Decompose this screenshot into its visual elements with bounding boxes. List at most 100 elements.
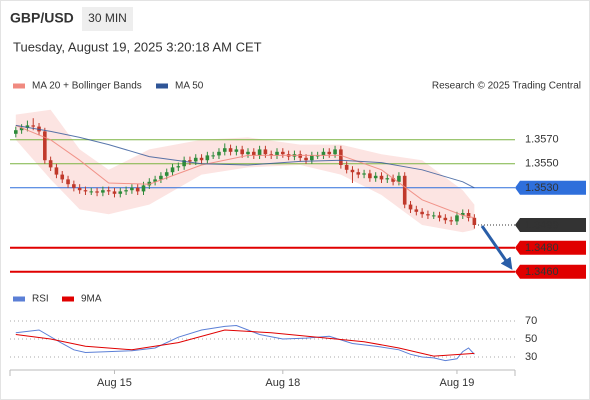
candle-body: [19, 127, 24, 131]
candle-body: [275, 151, 279, 156]
legend-label: MA 50: [175, 81, 204, 92]
legend-swatch: [62, 296, 74, 302]
candle-body: [472, 217, 477, 225]
candle-body: [48, 160, 53, 168]
candle-body: [397, 175, 401, 182]
candle-body: [368, 173, 372, 179]
candle-body: [263, 149, 268, 155]
candle-body: [170, 167, 175, 173]
candle-body: [43, 131, 47, 161]
candle-body: [298, 154, 303, 158]
credit: Research © 2025 Trading Central: [432, 81, 581, 92]
level-label: 1.3550: [525, 158, 559, 170]
candle-body: [217, 151, 221, 156]
candle-body: [199, 157, 204, 161]
level-box: [515, 240, 586, 255]
candle-body: [379, 175, 384, 180]
plot: Research © 2025 Trading Central 1.3570 1.3…: [9, 81, 586, 389]
candle-body: [234, 149, 239, 152]
candle-body: [339, 149, 343, 165]
legend-swatch: [13, 83, 25, 89]
candle-body: [211, 155, 215, 157]
candle-body: [333, 149, 337, 155]
candle-body: [205, 155, 210, 161]
candle-body: [281, 151, 285, 155]
candle-body: [362, 173, 366, 175]
candle-body: [66, 179, 70, 185]
candle-body: [426, 214, 430, 216]
legend-label: 9MA: [81, 294, 102, 305]
legend-swatch: [156, 83, 168, 89]
level-box: [515, 264, 586, 279]
legend-swatch: [13, 296, 25, 302]
candle-body: [147, 181, 152, 186]
candle-body: [176, 166, 181, 168]
candle-body: [159, 175, 163, 180]
candle-body: [344, 165, 349, 170]
level-label: 1.3570: [525, 134, 559, 146]
candle-body: [304, 157, 308, 161]
ma-line: [15, 124, 475, 189]
candle-body: [31, 125, 36, 127]
y-tick-label: 70: [525, 315, 537, 327]
timeframe: 30 MIN: [88, 11, 127, 25]
candle-body: [54, 167, 59, 175]
x-tick-label: Aug 18: [265, 377, 300, 389]
candle-body: [193, 157, 198, 162]
candle-body: [449, 220, 453, 222]
level-box: [515, 180, 586, 195]
candle-body: [222, 148, 227, 152]
candle-body: [257, 149, 262, 156]
candle-body: [141, 185, 146, 192]
candle-body: [153, 179, 157, 182]
candle-body: [77, 187, 82, 191]
candle-body: [14, 130, 18, 134]
candle-body: [414, 209, 419, 212]
candle-body: [164, 172, 169, 176]
candle-body: [124, 190, 128, 192]
candle-body: [112, 191, 117, 194]
candle-body: [95, 191, 99, 193]
candle-body: [188, 160, 192, 162]
candle-body: [251, 151, 256, 156]
indicator-line: [15, 324, 475, 362]
level-label: 1.3499: [525, 219, 559, 231]
candle-body: [246, 151, 250, 155]
ma-line: [15, 124, 475, 219]
candle-body: [89, 191, 94, 193]
candle-body: [350, 169, 355, 173]
candle-body: [106, 190, 111, 192]
legend-label: MA 20 + Bollinger Bands: [32, 81, 142, 92]
candle-body: [25, 125, 30, 128]
candle-body: [437, 215, 442, 218]
candle-body: [228, 148, 233, 152]
candle-body: [118, 191, 123, 194]
bollinger-band: [15, 109, 475, 233]
level-label: 1.3530: [525, 182, 559, 194]
candle-body: [373, 175, 378, 179]
candle-body: [408, 204, 413, 210]
forecast-arrow: [480, 225, 513, 270]
legend-label: RSI: [32, 294, 49, 305]
candle-body: [135, 187, 140, 192]
level-label: 1.3460: [525, 266, 559, 278]
y-tick-label: 30: [525, 351, 537, 363]
symbol: GBP/USD: [10, 10, 74, 26]
candle-body: [443, 217, 448, 221]
x-tick-label: Aug 15: [97, 377, 132, 389]
candle-body: [83, 190, 88, 192]
candle-body: [101, 190, 105, 193]
candle-body: [431, 215, 436, 217]
candle-body: [356, 172, 361, 175]
candle-body: [269, 154, 274, 156]
candle-body: [466, 213, 471, 218]
x-tick-label: Aug 19: [440, 377, 475, 389]
timeframe-box: [82, 7, 133, 31]
candle-body: [460, 213, 465, 216]
indicator-line: [15, 329, 475, 357]
candle-body: [385, 178, 390, 180]
candle-body: [240, 149, 244, 155]
level-label: 1.3480: [525, 242, 559, 254]
candle-body: [130, 187, 134, 191]
